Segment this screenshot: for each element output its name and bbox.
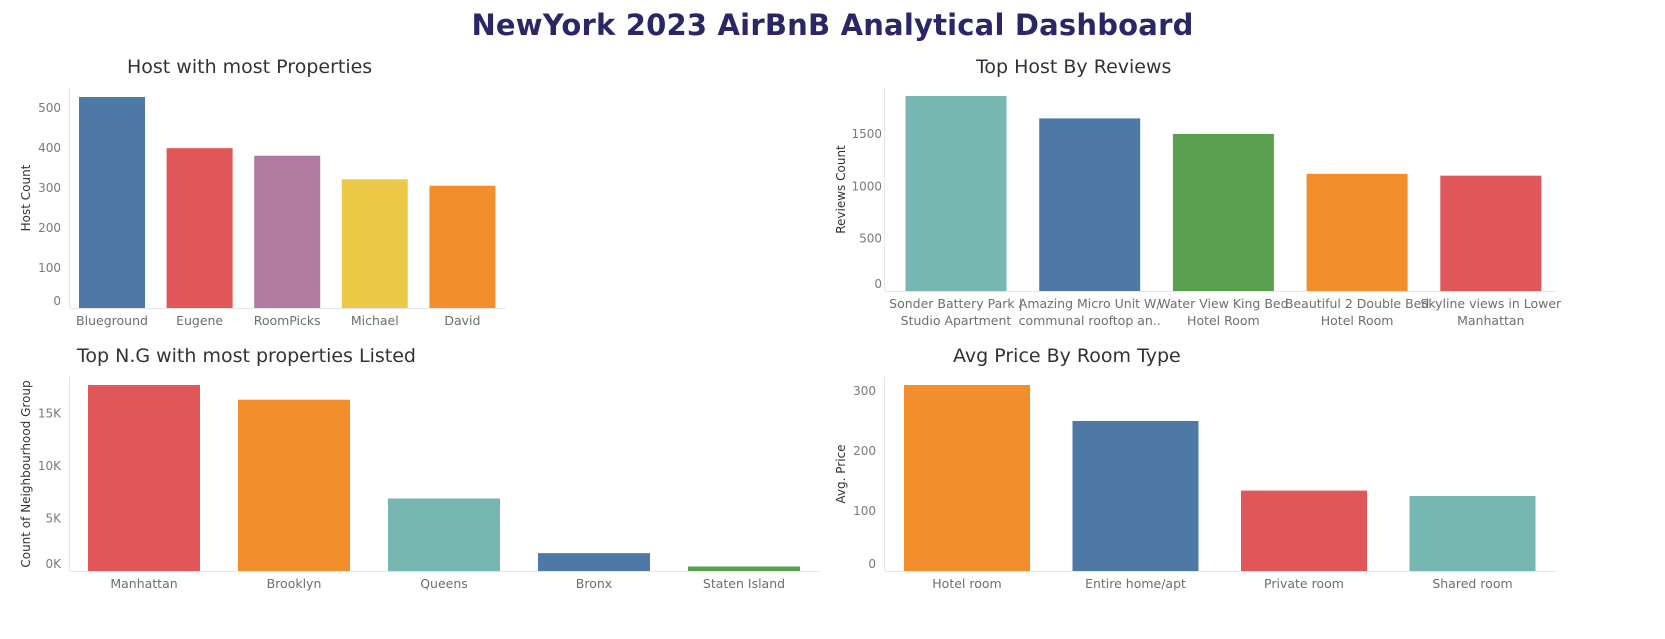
- bar-neighbourhoods-3[interactable]: [538, 553, 650, 571]
- chart-title-neighbourhoods: Top N.G with most properties Listed: [77, 345, 416, 367]
- bar-roomtype-3[interactable]: [1409, 496, 1536, 571]
- category-label-roomtype: Hotel room: [932, 576, 1001, 591]
- bar-roomtype-1[interactable]: [1072, 421, 1199, 571]
- category-label-reviews: Amazing Micro Unit W/: [1019, 296, 1162, 311]
- category-label-reviews: Studio Apartment: [901, 313, 1012, 328]
- category-label-roomtype: Entire home/apt: [1085, 576, 1186, 591]
- category-label-roomtype: Shared room: [1432, 576, 1512, 591]
- category-label-reviews: Hotel Room: [1321, 313, 1394, 328]
- y-tick-label-neighbourhoods: 15K: [38, 406, 62, 420]
- category-label-hosts: Blueground: [76, 313, 148, 328]
- y-tick-label-reviews: 500: [859, 232, 882, 246]
- y-tick-label-reviews: 1500: [851, 127, 882, 141]
- chart-title-hosts: Host with most Properties: [127, 56, 373, 78]
- category-label-reviews: Sonder Battery Park |: [889, 296, 1023, 311]
- y-tick-label-hosts: 500: [38, 101, 61, 115]
- category-label-reviews: Water View King Bed: [1158, 296, 1288, 311]
- category-label-reviews: communal rooftop an..: [1019, 313, 1161, 328]
- bar-reviews-2[interactable]: [1172, 133, 1274, 291]
- bar-hosts-2[interactable]: [254, 155, 321, 308]
- y-tick-label-neighbourhoods: 10K: [38, 459, 62, 473]
- category-label-neighbourhoods: Brooklyn: [267, 576, 322, 591]
- bar-reviews-4[interactable]: [1440, 175, 1542, 291]
- y-tick-label-hosts: 300: [38, 181, 61, 195]
- dashboard-title: NewYork 2023 AirBnB Analytical Dashboard: [471, 8, 1194, 42]
- y-tick-label-reviews: 1000: [851, 179, 882, 193]
- y-tick-label-roomtype: 200: [853, 444, 876, 458]
- category-label-neighbourhoods: Staten Island: [703, 576, 785, 591]
- bar-reviews-0[interactable]: [905, 96, 1007, 291]
- category-label-neighbourhoods: Bronx: [576, 576, 612, 591]
- bar-hosts-3[interactable]: [341, 179, 408, 308]
- bar-hosts-0[interactable]: [79, 97, 145, 308]
- category-label-roomtype: Private room: [1264, 576, 1344, 591]
- y-tick-label-hosts: 0: [53, 294, 61, 308]
- bar-hosts-1[interactable]: [166, 148, 233, 308]
- category-label-reviews: Hotel Room: [1187, 313, 1260, 328]
- category-label-hosts: Michael: [351, 313, 399, 328]
- y-tick-label-reviews: 0: [874, 277, 882, 291]
- bar-neighbourhoods-4[interactable]: [688, 566, 800, 571]
- category-label-hosts: David: [444, 313, 480, 328]
- category-label-neighbourhoods: Manhattan: [110, 576, 177, 591]
- chart-title-reviews: Top Host By Reviews: [976, 56, 1172, 78]
- bar-reviews-3[interactable]: [1306, 173, 1408, 291]
- y-tick-label-hosts: 100: [38, 261, 61, 275]
- y-axis-label-neighbourhoods: Count of Neighbourhood Group: [19, 380, 33, 567]
- category-label-hosts: RoomPicks: [254, 313, 321, 328]
- y-tick-label-neighbourhoods: 5K: [45, 511, 62, 525]
- bar-hosts-4[interactable]: [429, 185, 496, 308]
- y-axis-label-reviews: Reviews Count: [834, 145, 848, 234]
- y-axis-label-hosts: Host Count: [19, 164, 33, 231]
- bar-roomtype-2[interactable]: [1241, 490, 1367, 571]
- bar-roomtype-0[interactable]: [904, 385, 1030, 571]
- category-label-reviews: Beautiful 2 Double Bed: [1285, 296, 1429, 311]
- chart-title-roomtype: Avg Price By Room Type: [953, 345, 1181, 367]
- y-tick-label-hosts: 200: [38, 221, 61, 235]
- category-label-hosts: Eugene: [176, 313, 223, 328]
- category-label-reviews: Skyline views in Lower: [1420, 296, 1562, 311]
- y-tick-label-neighbourhoods: 0K: [45, 557, 62, 571]
- y-tick-label-hosts: 400: [38, 141, 61, 155]
- bar-reviews-1[interactable]: [1039, 118, 1141, 291]
- bar-neighbourhoods-2[interactable]: [388, 498, 500, 571]
- bar-neighbourhoods-1[interactable]: [238, 399, 350, 571]
- category-label-neighbourhoods: Queens: [420, 576, 468, 591]
- y-tick-label-roomtype: 100: [853, 504, 876, 518]
- category-label-reviews: Manhattan: [1457, 313, 1524, 328]
- bar-neighbourhoods-0[interactable]: [88, 385, 200, 571]
- y-tick-label-roomtype: 0: [868, 557, 876, 571]
- y-axis-label-roomtype: Avg. Price: [834, 444, 848, 503]
- y-tick-label-roomtype: 300: [853, 384, 876, 398]
